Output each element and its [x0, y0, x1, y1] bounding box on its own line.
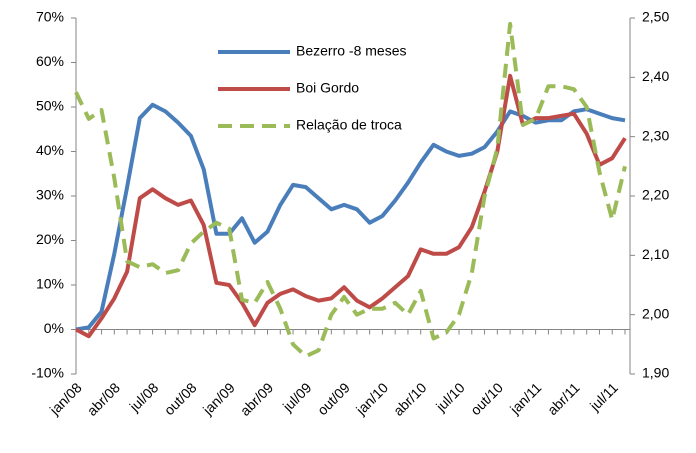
x-tick-label: out/09	[314, 379, 353, 418]
x-tick-label: out/10	[467, 379, 506, 418]
y-tick-label: 30%	[36, 187, 64, 203]
series-line	[74, 21, 627, 359]
x-tick-label: abr/09	[237, 379, 277, 419]
x-tick-label: jan/11	[506, 379, 544, 417]
y2-tick-label: 1,90	[642, 365, 669, 381]
y-tick-label: 70%	[36, 9, 64, 25]
y-tick-label: -10%	[31, 365, 64, 381]
legend-label: Boi Gordo	[296, 80, 359, 96]
x-tick-label: out/08	[161, 379, 200, 418]
x-tick-label: jan/08	[46, 379, 85, 418]
x-tick-label: jul/10	[432, 379, 468, 415]
x-tick-label: abr/10	[390, 379, 430, 419]
y2-tick-label: 2,20	[642, 187, 669, 203]
x-tick-label: abr/11	[544, 379, 583, 418]
y2-tick-label: 2,00	[642, 305, 669, 321]
y2-tick-label: 2,40	[642, 68, 669, 84]
x-tick-label: jan/10	[352, 379, 391, 418]
x-tick-label: jul/11	[586, 379, 621, 414]
y-tick-label: 50%	[36, 98, 64, 114]
y-tick-label: 10%	[36, 276, 64, 292]
x-tick-label: abr/08	[84, 379, 124, 419]
x-tick-label: jan/09	[199, 379, 238, 418]
legend-label: Relação de troca	[296, 117, 402, 133]
y-tick-label: 0%	[44, 320, 64, 336]
y-tick-label: 40%	[36, 142, 64, 158]
y2-tick-label: 2,30	[642, 127, 669, 143]
y-tick-label: 60%	[36, 53, 64, 69]
y-tick-label: 20%	[36, 231, 64, 247]
x-tick-label: jul/08	[126, 379, 162, 415]
legend-label: Bezerro -8 meses	[296, 43, 406, 59]
x-tick-label: jul/09	[279, 379, 315, 415]
y2-tick-label: 2,10	[642, 246, 669, 262]
y2-tick-label: 2,50	[642, 9, 669, 25]
